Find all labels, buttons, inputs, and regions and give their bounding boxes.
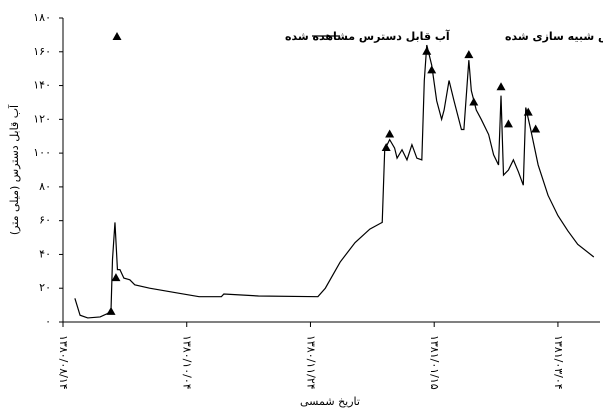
legend-label: آب قابل دسترس شبیه سازی شده [505,29,603,43]
y-tick-label: ۱۶۰ [33,45,51,58]
y-tick-label: ۱۸۰ [33,11,51,24]
simulated-line [74,44,595,319]
y-tick-label: ۰ [45,315,51,328]
x-tick-label: ۱۳۸۱/۰۱/۱۵ [428,335,441,390]
observed-point [503,119,513,128]
x-tick-label: ۱۳۸۱/۰۳/۰۴ [552,335,565,390]
y-tick-label: ۴۰ [39,247,51,260]
legend-marker [112,32,122,40]
x-tick-label: ۱۳۸۰/۰۸/۱۴ [57,335,70,390]
observed-point [422,46,432,55]
y-tick-label: ۸۰ [39,180,51,193]
x-axis-label: تاریخ شمسی [300,395,360,408]
y-tick-label: ۱۰۰ [33,146,51,159]
observed-point [427,65,437,74]
observed-point [381,143,391,152]
y-axis-label: آب قابل دسترس (میلی متر) [7,104,21,235]
y-tick-label: ۱۲۰ [33,112,51,125]
observed-point [496,82,506,91]
x-tick-label: ۱۳۸۰/۱۱/۲۴ [304,335,317,390]
y-tick-label: ۶۰ [39,214,51,227]
legend-label: آب قابل دسترس مشاهده شده [285,29,450,43]
observed-point [464,50,474,59]
y-tick-label: ۱۴۰ [33,79,51,92]
observed-point [523,107,533,116]
y-tick-label: ۲۰ [39,281,51,294]
x-tick-label: ۱۳۸۰/۱۰/۰۴ [181,335,194,390]
observed-point [106,306,116,315]
observed-point [385,129,395,138]
observed-point [531,124,541,133]
observed-point [469,97,479,106]
observed-point [111,273,121,282]
